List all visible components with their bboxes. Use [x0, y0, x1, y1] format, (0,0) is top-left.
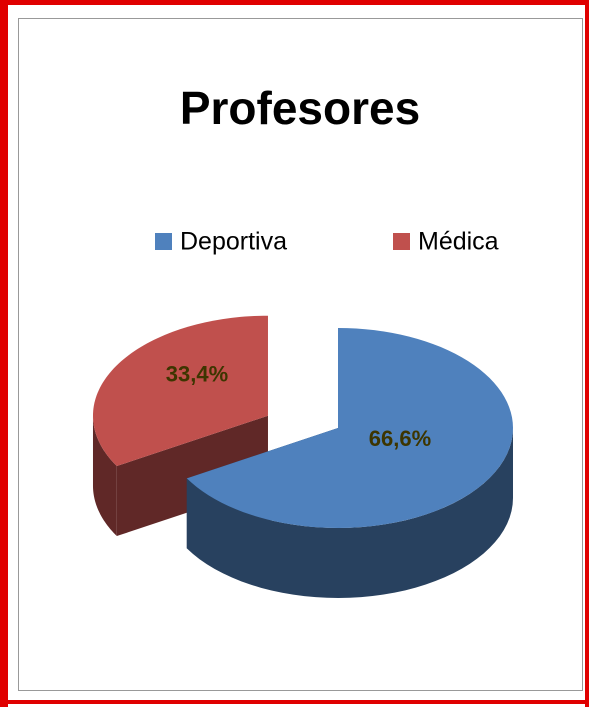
legend-swatch — [393, 233, 410, 250]
slice-side — [92, 415, 117, 537]
slice-side — [186, 428, 513, 598]
frame-right — [585, 0, 589, 707]
pie: 66,6% 33,4% — [92, 315, 513, 598]
slice — [92, 315, 268, 467]
legend-label: Deportiva — [180, 228, 287, 256]
frame-bottom — [0, 700, 589, 704]
data-label: 33,4% — [166, 362, 228, 387]
frame-top — [0, 0, 589, 5]
slice-side — [116, 415, 268, 537]
chart-title: Profesores — [180, 82, 420, 134]
data-label: 66,6% — [369, 426, 431, 451]
legend: Deportiva Médica — [155, 228, 499, 256]
frame-left — [0, 0, 8, 707]
slice — [186, 328, 513, 528]
legend-label: Médica — [418, 228, 499, 256]
legend-swatch — [155, 233, 172, 250]
chart-border — [18, 18, 583, 691]
